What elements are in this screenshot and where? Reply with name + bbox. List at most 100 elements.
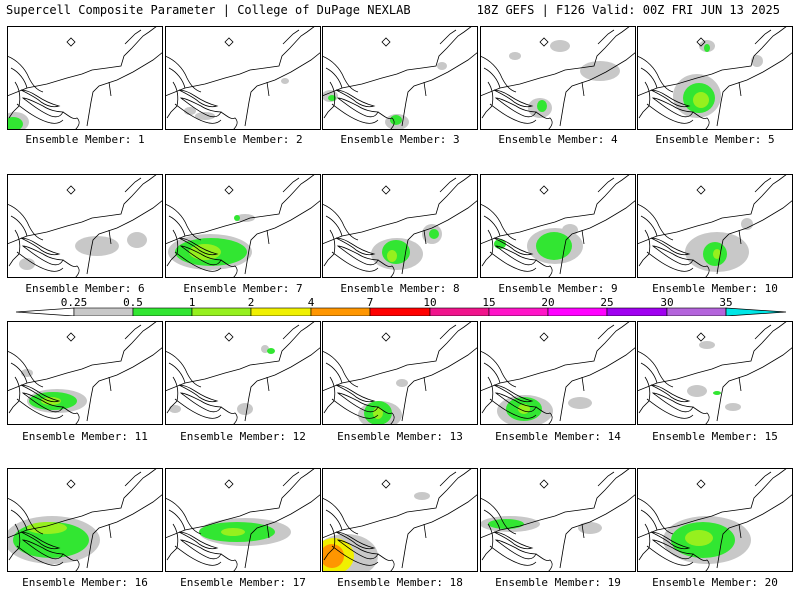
scp-contour bbox=[387, 250, 397, 262]
map-plot bbox=[322, 468, 478, 572]
ensemble-panel-18 bbox=[322, 468, 478, 572]
scp-contour bbox=[704, 44, 710, 52]
scp-contour bbox=[713, 391, 721, 395]
scp-contour bbox=[687, 385, 707, 397]
colorbar-segment bbox=[666, 307, 727, 316]
ensemble-member-label: Ensemble Member: 20 bbox=[652, 576, 778, 589]
scp-contour bbox=[437, 62, 447, 70]
ensemble-panel-9 bbox=[480, 174, 636, 278]
ensemble-panel-2 bbox=[165, 26, 321, 130]
scp-contour bbox=[725, 403, 741, 411]
scp-contour bbox=[568, 397, 592, 409]
map-plot bbox=[637, 321, 793, 425]
ensemble-member-label: Ensemble Member: 7 bbox=[183, 282, 303, 295]
colorbar-segment bbox=[369, 307, 431, 316]
colorbar-segment bbox=[250, 307, 312, 316]
scp-contour bbox=[536, 232, 572, 260]
colorbar-tick-label: 20 bbox=[541, 296, 555, 309]
scp-contour bbox=[184, 107, 196, 115]
ensemble-member-label: Ensemble Member: 15 bbox=[652, 430, 778, 443]
scp-contour bbox=[19, 258, 35, 270]
ensemble-panel-16 bbox=[7, 468, 163, 572]
scp-contour bbox=[550, 40, 570, 52]
ensemble-panel-1 bbox=[7, 26, 163, 130]
ensemble-panel-14 bbox=[480, 321, 636, 425]
ensemble-panel-13 bbox=[322, 321, 478, 425]
ensemble-panel-8 bbox=[322, 174, 478, 278]
colorbar-segment bbox=[191, 307, 252, 316]
scp-contour bbox=[578, 522, 602, 534]
scp-contour bbox=[537, 100, 547, 112]
ensemble-panel-4 bbox=[480, 26, 636, 130]
scp-contour bbox=[509, 52, 521, 60]
ensemble-member-label: Ensemble Member: 10 bbox=[652, 282, 778, 295]
ensemble-member-label: Ensemble Member: 2 bbox=[183, 133, 303, 146]
ensemble-member-label: Ensemble Member: 12 bbox=[180, 430, 306, 443]
ensemble-panel-7 bbox=[165, 174, 321, 278]
map-plot bbox=[7, 321, 163, 425]
ensemble-member-label: Ensemble Member: 1 bbox=[25, 133, 145, 146]
ensemble-panel-20 bbox=[637, 468, 793, 572]
map-plot bbox=[7, 174, 163, 278]
map-plot bbox=[480, 174, 636, 278]
colorbar-tick-label: 35 bbox=[719, 296, 733, 309]
ensemble-panel-6 bbox=[7, 174, 163, 278]
colorbar-min-arrow bbox=[15, 307, 75, 316]
ensemble-member-label: Ensemble Member: 9 bbox=[498, 282, 618, 295]
map-plot bbox=[165, 26, 321, 130]
scp-contour bbox=[693, 92, 709, 108]
scp-contour bbox=[414, 492, 430, 500]
colorbar-segment bbox=[429, 307, 490, 316]
ensemble-member-label: Ensemble Member: 14 bbox=[495, 430, 621, 443]
ensemble-panel-15 bbox=[637, 321, 793, 425]
map-plot bbox=[637, 174, 793, 278]
colorbar-tick-label: 4 bbox=[307, 296, 315, 309]
map-plot bbox=[7, 26, 163, 130]
color-scale-bar bbox=[15, 307, 787, 316]
colorbar-segment bbox=[73, 307, 134, 316]
ensemble-panel-12 bbox=[165, 321, 321, 425]
ensemble-member-label: Ensemble Member: 11 bbox=[22, 430, 148, 443]
colorbar-tick-label: 15 bbox=[482, 296, 496, 309]
scp-contour bbox=[699, 341, 715, 349]
scp-contour bbox=[127, 232, 147, 248]
map-plot bbox=[637, 26, 793, 130]
page-title: Supercell Composite Parameter | College … bbox=[6, 3, 411, 17]
map-plot bbox=[7, 468, 163, 572]
scp-contour bbox=[751, 55, 763, 67]
colorbar-tick-label: 2 bbox=[247, 296, 255, 309]
scp-contour bbox=[488, 519, 524, 529]
colorbar-segment bbox=[606, 307, 668, 316]
basemap-outline bbox=[637, 321, 793, 425]
map-plot bbox=[480, 321, 636, 425]
map-plot bbox=[165, 321, 321, 425]
scp-contour bbox=[234, 215, 240, 221]
scp-contour bbox=[322, 544, 344, 568]
scp-contour bbox=[562, 224, 578, 236]
colorbar-tick-label: 0.25 bbox=[60, 296, 88, 309]
map-plot bbox=[165, 174, 321, 278]
ensemble-member-label: Ensemble Member: 6 bbox=[25, 282, 145, 295]
ensemble-member-label: Ensemble Member: 4 bbox=[498, 133, 618, 146]
basemap-outline bbox=[7, 26, 163, 130]
colorbar-segment bbox=[488, 307, 549, 316]
ensemble-panel-5 bbox=[637, 26, 793, 130]
scp-contour bbox=[580, 61, 620, 81]
ensemble-panel-11 bbox=[7, 321, 163, 425]
scp-contour bbox=[221, 528, 245, 536]
scp-contour bbox=[429, 229, 439, 239]
run-info: 18Z GEFS | F126 Valid: 00Z FRI JUN 13 20… bbox=[476, 3, 780, 17]
colorbar-tick-label: 1 bbox=[188, 296, 196, 309]
scp-contour bbox=[685, 530, 713, 546]
ensemble-member-label: Ensemble Member: 3 bbox=[340, 133, 460, 146]
colorbar-segment bbox=[310, 307, 371, 316]
ensemble-member-label: Ensemble Member: 5 bbox=[655, 133, 775, 146]
map-plot bbox=[322, 174, 478, 278]
colorbar-segment bbox=[547, 307, 608, 316]
scp-contour bbox=[195, 112, 215, 120]
scp-contour bbox=[390, 115, 402, 125]
colorbar-segment bbox=[132, 307, 193, 316]
map-plot bbox=[480, 26, 636, 130]
scp-contour bbox=[328, 95, 336, 101]
ensemble-member-label: Ensemble Member: 13 bbox=[337, 430, 463, 443]
